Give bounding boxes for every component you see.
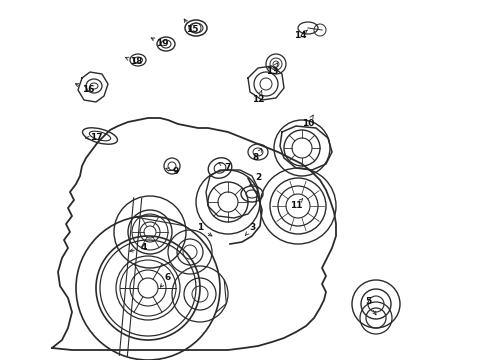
- Text: 14: 14: [294, 31, 306, 40]
- Text: 8: 8: [253, 153, 259, 162]
- Text: 1: 1: [197, 224, 203, 233]
- Text: 5: 5: [365, 297, 371, 306]
- Text: 3: 3: [249, 224, 255, 233]
- Text: 18: 18: [130, 58, 142, 67]
- Text: 19: 19: [156, 40, 168, 49]
- Text: 6: 6: [165, 274, 171, 283]
- Text: 17: 17: [90, 134, 102, 143]
- Text: 9: 9: [173, 167, 179, 176]
- Text: 15: 15: [186, 26, 198, 35]
- Text: 10: 10: [302, 120, 314, 129]
- Text: 12: 12: [252, 95, 264, 104]
- Text: 16: 16: [82, 85, 94, 94]
- Text: 7: 7: [225, 163, 231, 172]
- Text: 13: 13: [266, 68, 278, 77]
- Text: 2: 2: [255, 174, 261, 183]
- Text: 11: 11: [290, 202, 302, 211]
- Text: 4: 4: [141, 243, 147, 252]
